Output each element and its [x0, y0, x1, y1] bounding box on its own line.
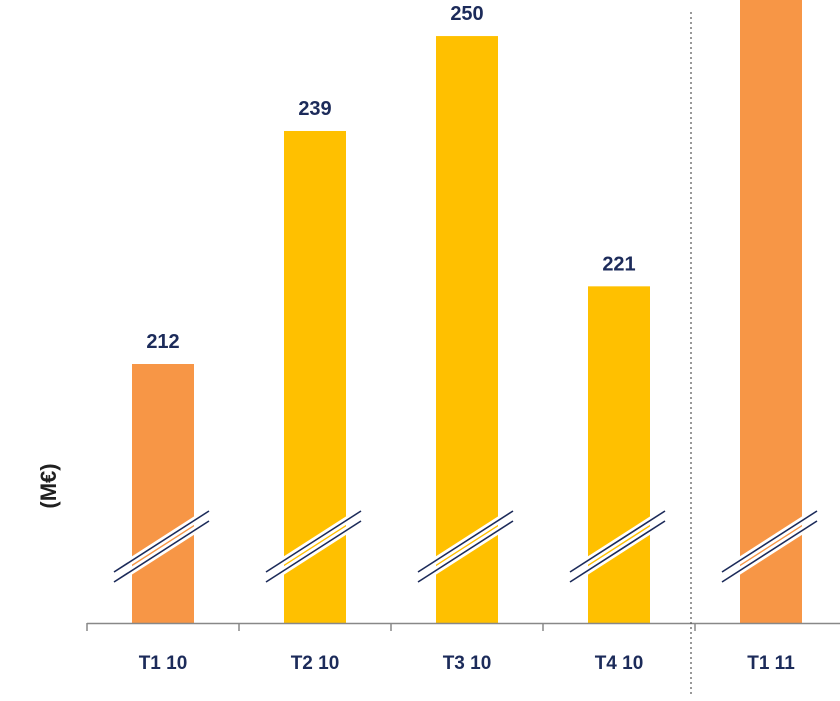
value-labels-group: 212239250221258: [146, 3, 635, 353]
axis-break-mark: [720, 508, 819, 585]
bar-t1-10: [132, 364, 194, 623]
x-tick-label: T3 10: [443, 653, 492, 674]
axis-break-mark: [568, 508, 667, 585]
x-tick-label: T2 10: [291, 653, 340, 674]
value-label: 250: [450, 3, 483, 25]
x-tick-label: T1 10: [139, 653, 188, 674]
x-tick-labels-group: T1 10 T2 10 T3 10 T4 10 T1 11: [139, 653, 795, 674]
value-label: 212: [146, 331, 179, 353]
axis-break-mark: [416, 508, 515, 585]
x-axis: [86, 12, 840, 696]
value-label: 221: [602, 253, 635, 275]
bars-group: [132, 0, 802, 624]
y-axis-label: (M€): [36, 463, 61, 508]
bar-t1-11: [740, 0, 802, 623]
x-tick-label: T4 10: [595, 653, 644, 674]
x-tick-label: T1 11: [747, 653, 795, 674]
bar-t4-10: [588, 286, 650, 623]
axis-break-mark: [264, 508, 363, 585]
axis-break-marks: [112, 508, 819, 585]
value-label: 239: [298, 98, 331, 120]
axis-break-mark: [112, 508, 211, 585]
